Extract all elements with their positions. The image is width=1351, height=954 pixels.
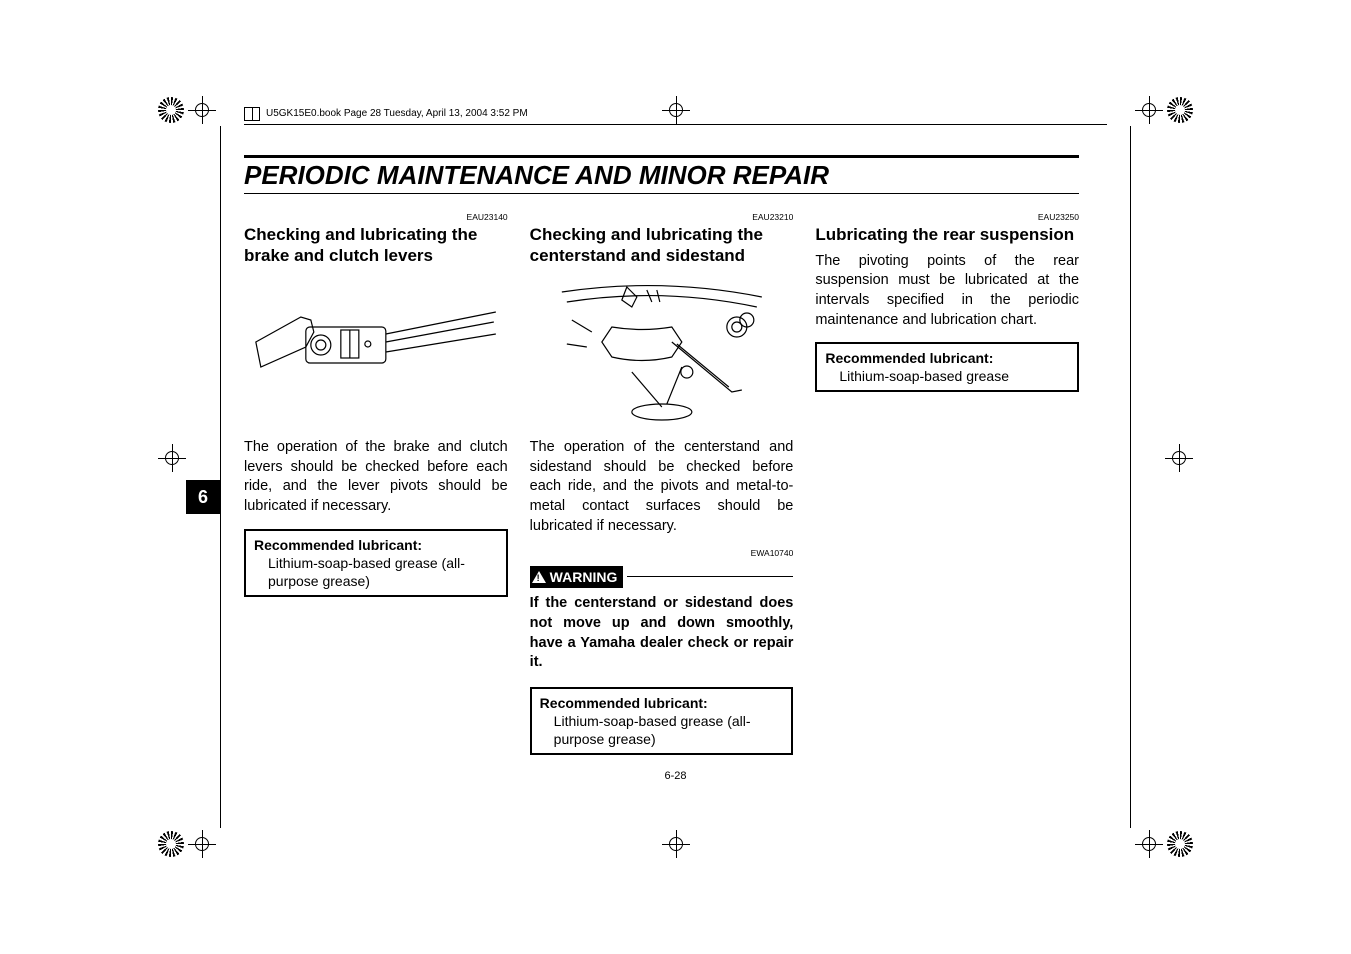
reg-mark-mid-right — [1165, 444, 1193, 472]
reg-mark-bot-left — [158, 830, 216, 858]
lubricant-spec-box: Recommended lubricant: Lithium-soap-base… — [244, 529, 508, 598]
body-text: The operation of the centerstand and sid… — [530, 438, 794, 536]
page-content: PERIODIC MAINTENANCE AND MINOR REPAIR EA… — [244, 155, 1079, 755]
file-header-bar: U5GK15E0.book Page 28 Tuesday, April 13,… — [244, 103, 1107, 125]
spec-label: Recommended lubricant: — [254, 537, 422, 553]
reg-mark-bot-right — [1135, 830, 1193, 858]
spec-label: Recommended lubricant: — [825, 350, 993, 366]
sub-heading: Lubricating the rear suspension — [815, 225, 1079, 245]
main-heading: PERIODIC MAINTENANCE AND MINOR REPAIR — [244, 155, 1079, 194]
warning-rule — [627, 576, 793, 577]
warn-code: EWA10740 — [530, 548, 794, 559]
body-text: The operation of the brake and clutch le… — [244, 438, 508, 516]
warning-icon — [532, 571, 546, 583]
column-3: EAU23250 Lubricating the rear suspension… — [815, 212, 1079, 755]
reg-mark-top-left — [158, 96, 216, 124]
sub-heading: Checking and lubricating the brake and c… — [244, 225, 508, 266]
stand-illustration — [530, 272, 794, 430]
warning-bar: WARNING — [530, 566, 794, 589]
chapter-number: 6 — [198, 487, 208, 508]
column-1: EAU23140 Checking and lubricating the br… — [244, 212, 508, 755]
page-number: 6-28 — [0, 770, 1351, 782]
ref-code: EAU23250 — [815, 212, 1079, 223]
lubricant-spec-box: Recommended lubricant: Lithium-soap-base… — [530, 687, 794, 756]
spec-value: Lithium-soap-based grease — [825, 367, 1069, 385]
reg-mark-top-right — [1135, 96, 1193, 124]
warning-text: If the centerstand or sidestand does not… — [530, 594, 794, 672]
reg-mark-bot-center — [662, 830, 690, 858]
sub-heading: Checking and lubricating the centerstand… — [530, 225, 794, 266]
ref-code: EAU23140 — [244, 212, 508, 223]
spec-value: Lithium-soap-based grease (all-purpose g… — [540, 712, 784, 748]
warning-label: WARNING — [530, 566, 624, 589]
book-icon — [244, 107, 260, 121]
spec-value: Lithium-soap-based grease (all-purpose g… — [254, 554, 498, 590]
lever-illustration — [244, 272, 508, 430]
body-text: The pivoting points of the rear suspensi… — [815, 252, 1079, 330]
column-container: EAU23140 Checking and lubricating the br… — [244, 212, 1079, 755]
chapter-tab: 6 — [186, 480, 220, 514]
trim-line-right — [1130, 126, 1131, 828]
trim-line-left — [220, 126, 221, 828]
warning-label-text: WARNING — [550, 568, 618, 587]
reg-mark-mid-left — [158, 444, 186, 472]
column-2: EAU23210 Checking and lubricating the ce… — [530, 212, 794, 755]
ref-code: EAU23210 — [530, 212, 794, 223]
lubricant-spec-box: Recommended lubricant: Lithium-soap-base… — [815, 342, 1079, 392]
spec-label: Recommended lubricant: — [540, 695, 708, 711]
file-info-text: U5GK15E0.book Page 28 Tuesday, April 13,… — [266, 108, 528, 119]
